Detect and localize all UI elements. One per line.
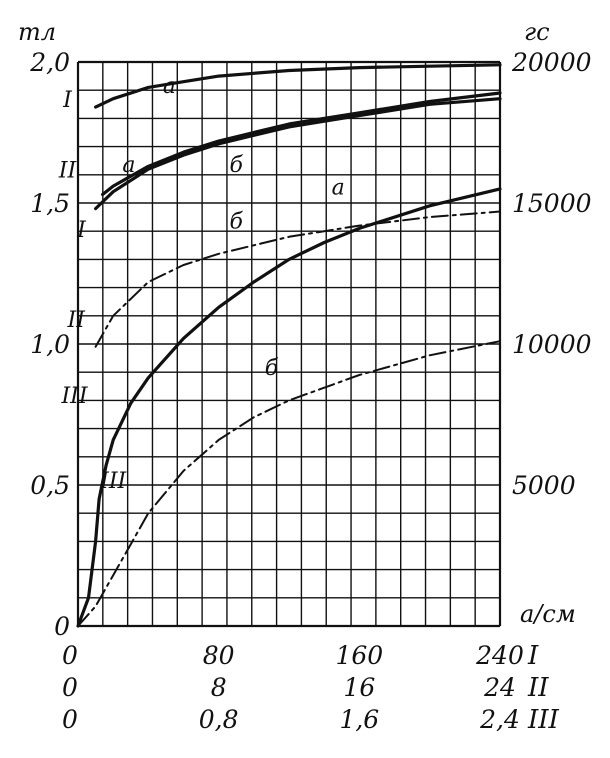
curve-annotation: I (76, 218, 87, 243)
x-axis-tick-label-II: 0 (62, 673, 78, 702)
curve-annotation: II (58, 159, 78, 184)
curve-annotation: б (230, 209, 244, 234)
x-axis-tick-label-I: 160 (335, 641, 383, 670)
curve-annotation: а (122, 153, 135, 178)
x-axis-tick-label-II: 16 (343, 673, 375, 702)
left-axis-tick-label: 2,0 (29, 48, 70, 77)
right-axis-unit: гс (524, 18, 550, 46)
curve-II-а (101, 91, 502, 197)
x-axis-tick-label-I: 0 (62, 641, 78, 670)
x-axis-tick-label-I: 80 (203, 641, 235, 670)
left-axis-tick-label: 0 (54, 612, 70, 641)
right-axis-tick-label: 10000 (512, 330, 592, 359)
x-axis-tick-label-III: 2,4 (479, 705, 520, 734)
curve-annotation: III (60, 384, 88, 409)
x-axis-scale-name: I (527, 641, 539, 671)
curve-annotation: а (332, 176, 345, 201)
curve-I-а (94, 63, 502, 109)
x-axis-scale-name: III (527, 705, 560, 735)
right-axis-tick-label: 5000 (512, 471, 576, 500)
left-axis-unit: тл (18, 18, 56, 46)
curve-I-б (94, 97, 502, 211)
curve-III-а (76, 187, 502, 628)
curve-annotation: I (62, 88, 73, 113)
chart-grid (76, 60, 502, 628)
x-axis-tick-label-I: 240 (475, 641, 524, 670)
x-axis-tick-label-III: 0 (62, 705, 78, 734)
left-axis-tick-label: 1,0 (30, 330, 70, 359)
curve-annotation: III (99, 469, 127, 494)
left-axis-tick-label: 0,5 (30, 471, 70, 500)
x-axis-tick-label-III: 0,8 (199, 705, 239, 734)
x-axis-tick-label-III: 1,6 (339, 705, 379, 734)
curve-annotation: II (67, 308, 87, 333)
curve-annotation: б (265, 356, 279, 381)
chart-curves (76, 63, 502, 628)
left-axis-tick-label: 1,5 (30, 189, 70, 218)
curve-II-б (94, 210, 501, 348)
curve-III-б (77, 340, 501, 627)
x-axis-tick-label-II: 8 (211, 673, 227, 702)
x-axis-tick-label-II: 24 (483, 673, 516, 702)
curve-annotation: а (163, 74, 176, 99)
x-axis-unit: а/см (520, 600, 576, 628)
x-axis-scale-name: II (527, 673, 549, 703)
curve-annotation: б (230, 153, 244, 178)
right-axis-tick-label: 15000 (512, 189, 592, 218)
right-axis-tick-label: 20000 (511, 48, 592, 77)
